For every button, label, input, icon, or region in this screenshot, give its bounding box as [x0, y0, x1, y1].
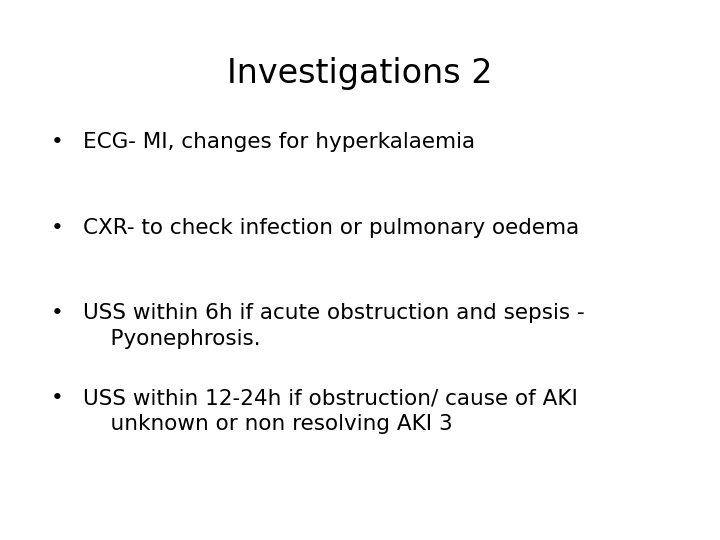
Text: Investigations 2: Investigations 2: [228, 57, 492, 90]
Text: •: •: [50, 388, 63, 408]
Text: USS within 12-24h if obstruction/ cause of AKI
    unknown or non resolving AKI : USS within 12-24h if obstruction/ cause …: [83, 388, 577, 434]
Text: •: •: [50, 303, 63, 323]
Text: CXR- to check infection or pulmonary oedema: CXR- to check infection or pulmonary oed…: [83, 218, 579, 238]
Text: USS within 6h if acute obstruction and sepsis -
    Pyonephrosis.: USS within 6h if acute obstruction and s…: [83, 303, 585, 348]
Text: •: •: [50, 218, 63, 238]
Text: •: •: [50, 132, 63, 152]
Text: ECG- MI, changes for hyperkalaemia: ECG- MI, changes for hyperkalaemia: [83, 132, 475, 152]
